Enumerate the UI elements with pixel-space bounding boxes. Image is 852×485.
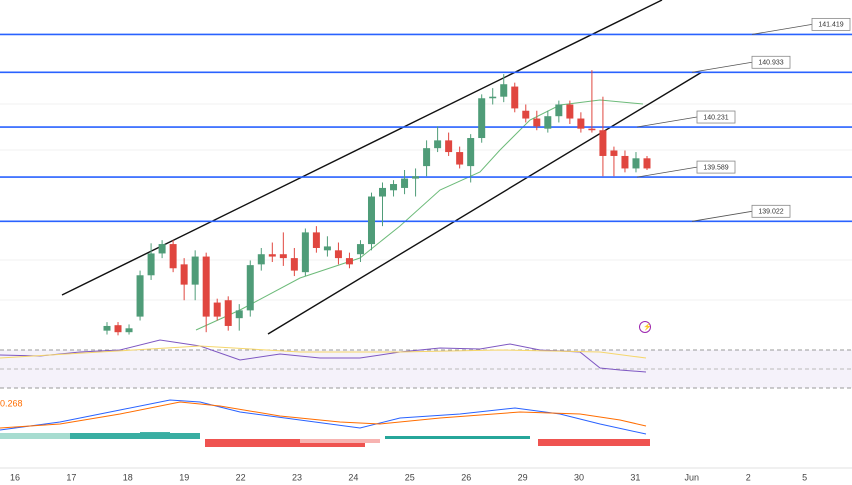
candle-body	[257, 254, 265, 265]
level-connector	[751, 23, 813, 35]
x-tick-label: 24	[348, 472, 358, 482]
x-tick-label: 31	[630, 472, 640, 482]
x-tick-label: 16	[10, 472, 20, 482]
level-connector	[636, 166, 698, 178]
candle-body	[235, 310, 243, 319]
rsi-panel	[0, 339, 852, 389]
candle-body	[103, 325, 111, 331]
candle-body	[555, 104, 563, 117]
level-label: 140.231	[703, 114, 728, 121]
level-label: 141.419	[818, 22, 843, 29]
candle-body	[445, 140, 453, 153]
candle-body	[246, 265, 254, 311]
x-tick-label: 5	[802, 472, 807, 482]
level-label-box	[811, 17, 851, 31]
candle-body	[312, 232, 320, 248]
level-connector	[691, 61, 753, 73]
x-tick-label: 26	[461, 472, 471, 482]
level-connector	[691, 210, 753, 222]
x-tick-label: 2	[746, 472, 751, 482]
level-label: 140.933	[758, 60, 783, 67]
candle-body	[379, 187, 387, 197]
level-label-box	[751, 204, 791, 218]
macd-panel	[0, 399, 650, 447]
candle-body	[467, 138, 475, 167]
candle-body	[599, 130, 607, 156]
candle-body	[610, 150, 618, 156]
level-label-box	[696, 160, 736, 174]
candle-body	[180, 264, 188, 285]
candle-body	[356, 244, 364, 255]
x-tick-label: 19	[179, 472, 189, 482]
candle-body	[202, 256, 210, 317]
candle-body	[191, 256, 199, 285]
candle-body	[345, 258, 353, 265]
level-label: 139.589	[703, 164, 728, 171]
candle-body	[268, 254, 276, 257]
candle-body	[169, 244, 177, 269]
candle-body	[489, 96, 497, 99]
candle-body	[158, 244, 166, 254]
candle-body	[412, 176, 420, 179]
candle-body	[301, 232, 309, 273]
candle-body	[588, 128, 596, 131]
x-tick-label: 18	[123, 472, 133, 482]
candle-body	[511, 86, 519, 109]
candle-body	[632, 158, 640, 169]
x-tick-label: 30	[574, 472, 584, 482]
x-tick-label: 17	[66, 472, 76, 482]
candle-body	[334, 250, 342, 259]
event-icon-glyph: ⚡	[643, 322, 652, 331]
candle-body	[643, 158, 651, 169]
candle-body	[125, 328, 133, 333]
level-label-box	[696, 110, 736, 124]
candle-body	[533, 118, 541, 127]
x-tick-label: 25	[405, 472, 415, 482]
candle-body	[434, 140, 442, 149]
candle-body	[147, 253, 155, 276]
candle-body	[621, 155, 629, 169]
candle-body	[213, 302, 221, 317]
candle-body	[114, 325, 122, 333]
level-connector	[636, 116, 698, 128]
moving-average	[195, 99, 644, 331]
macd-value: 0.268	[0, 398, 23, 408]
x-tick-label: 22	[236, 472, 246, 482]
candle-body	[544, 116, 552, 129]
candle-body	[478, 98, 486, 139]
candle-body	[577, 118, 585, 129]
candle-body	[390, 184, 398, 191]
level-label-box	[751, 55, 791, 69]
candle-body	[279, 254, 287, 259]
candle-body	[290, 258, 298, 271]
candle-body	[323, 246, 331, 251]
x-tick-label: 23	[292, 472, 302, 482]
candle-body	[456, 152, 464, 165]
candle-body	[367, 196, 375, 245]
candle-body	[500, 84, 508, 97]
candle-body	[224, 300, 232, 326]
channel-lower	[267, 71, 703, 335]
event-icon[interactable]	[639, 321, 651, 333]
level-label: 139.022	[758, 209, 783, 216]
x-tick-label: 29	[518, 472, 528, 482]
x-tick-label: Jun	[685, 472, 700, 482]
candle-body	[401, 178, 409, 188]
candle-body	[423, 148, 431, 167]
candle-body	[522, 110, 530, 119]
candle-body	[136, 275, 144, 317]
candle-body	[566, 104, 574, 119]
